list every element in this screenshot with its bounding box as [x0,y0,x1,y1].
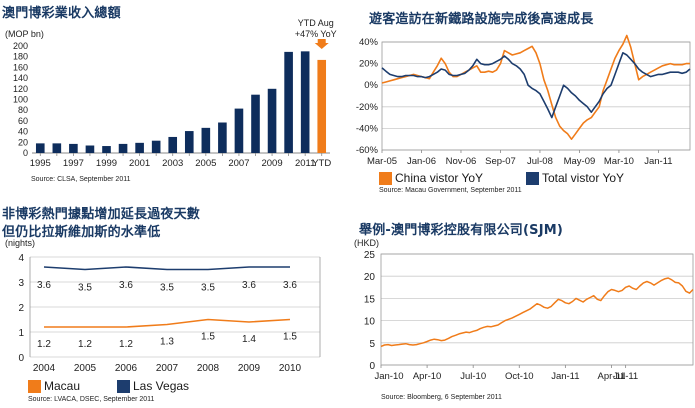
x-tick-label: Jan-11 [551,371,579,382]
y-axis-label: (HKD) [354,238,379,248]
y-tick-label: 15 [364,294,376,305]
x-tick-label: Oct-10 [505,371,534,382]
y-tick-label: 10 [364,317,376,328]
series-line-sjm [381,278,693,346]
y-tick-label: 25 [364,250,376,261]
plot-frame [381,254,693,365]
x-tick-label: Apr-10 [413,371,442,382]
y-tick-label: 5 [369,339,375,350]
x-tick-label: Jul-11 [613,371,638,382]
x-tick-label: Jul-10 [460,371,486,382]
y-tick-label: 20 [364,272,376,283]
sjm-source: Source: Bloomberg, 6 September 2011 [381,394,502,401]
x-tick-label: Jan-10 [374,371,403,382]
